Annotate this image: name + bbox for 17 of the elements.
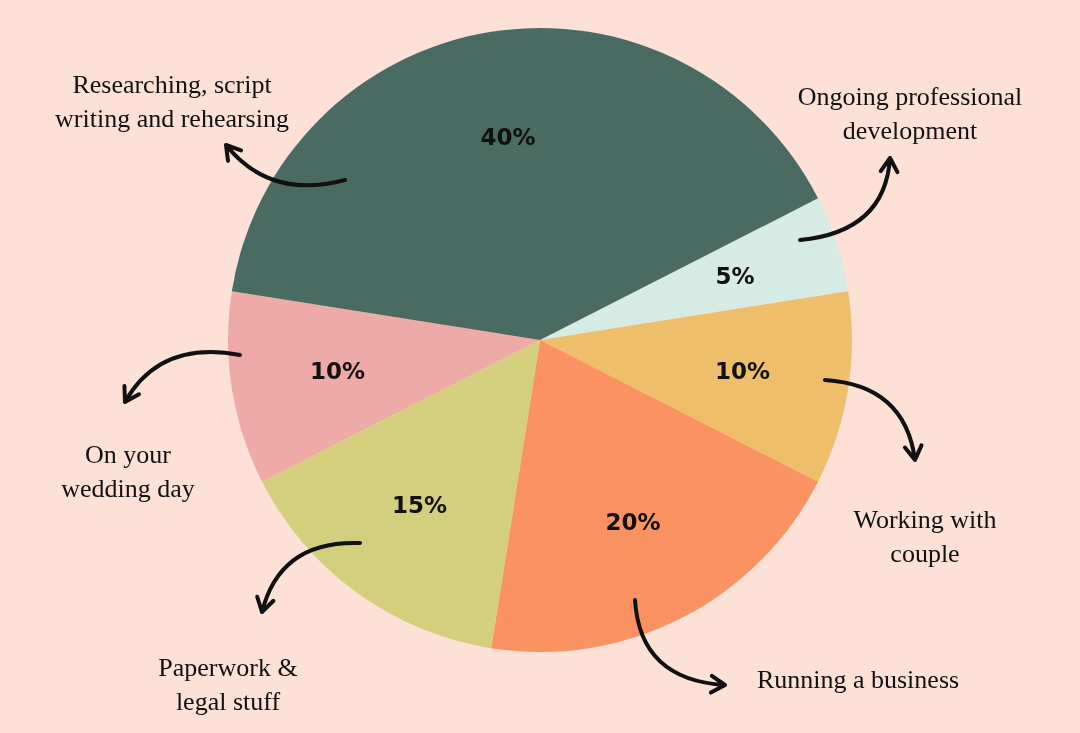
data-label: 40% [480, 123, 536, 150]
pie-slice [491, 340, 818, 652]
pie-slice [262, 340, 540, 649]
slice-label: Paperwork & legal stuff [158, 653, 298, 716]
slice-label: Researching, script writing and rehearsing [55, 70, 289, 133]
pie-slice [228, 291, 540, 482]
data-label: 10% [309, 358, 366, 385]
data-label: 5% [715, 262, 755, 289]
slice-label: Ongoing professional development [797, 82, 1023, 145]
slice-label: Working with couple [853, 505, 997, 568]
pie-slice [540, 198, 849, 340]
data-label: 20% [605, 508, 661, 535]
data-label: 10% [714, 358, 771, 385]
pie-slice [540, 291, 852, 482]
slice-label: On your wedding day [61, 440, 195, 503]
data-label: 15% [391, 491, 448, 518]
slice-label: Running a business [756, 665, 960, 694]
